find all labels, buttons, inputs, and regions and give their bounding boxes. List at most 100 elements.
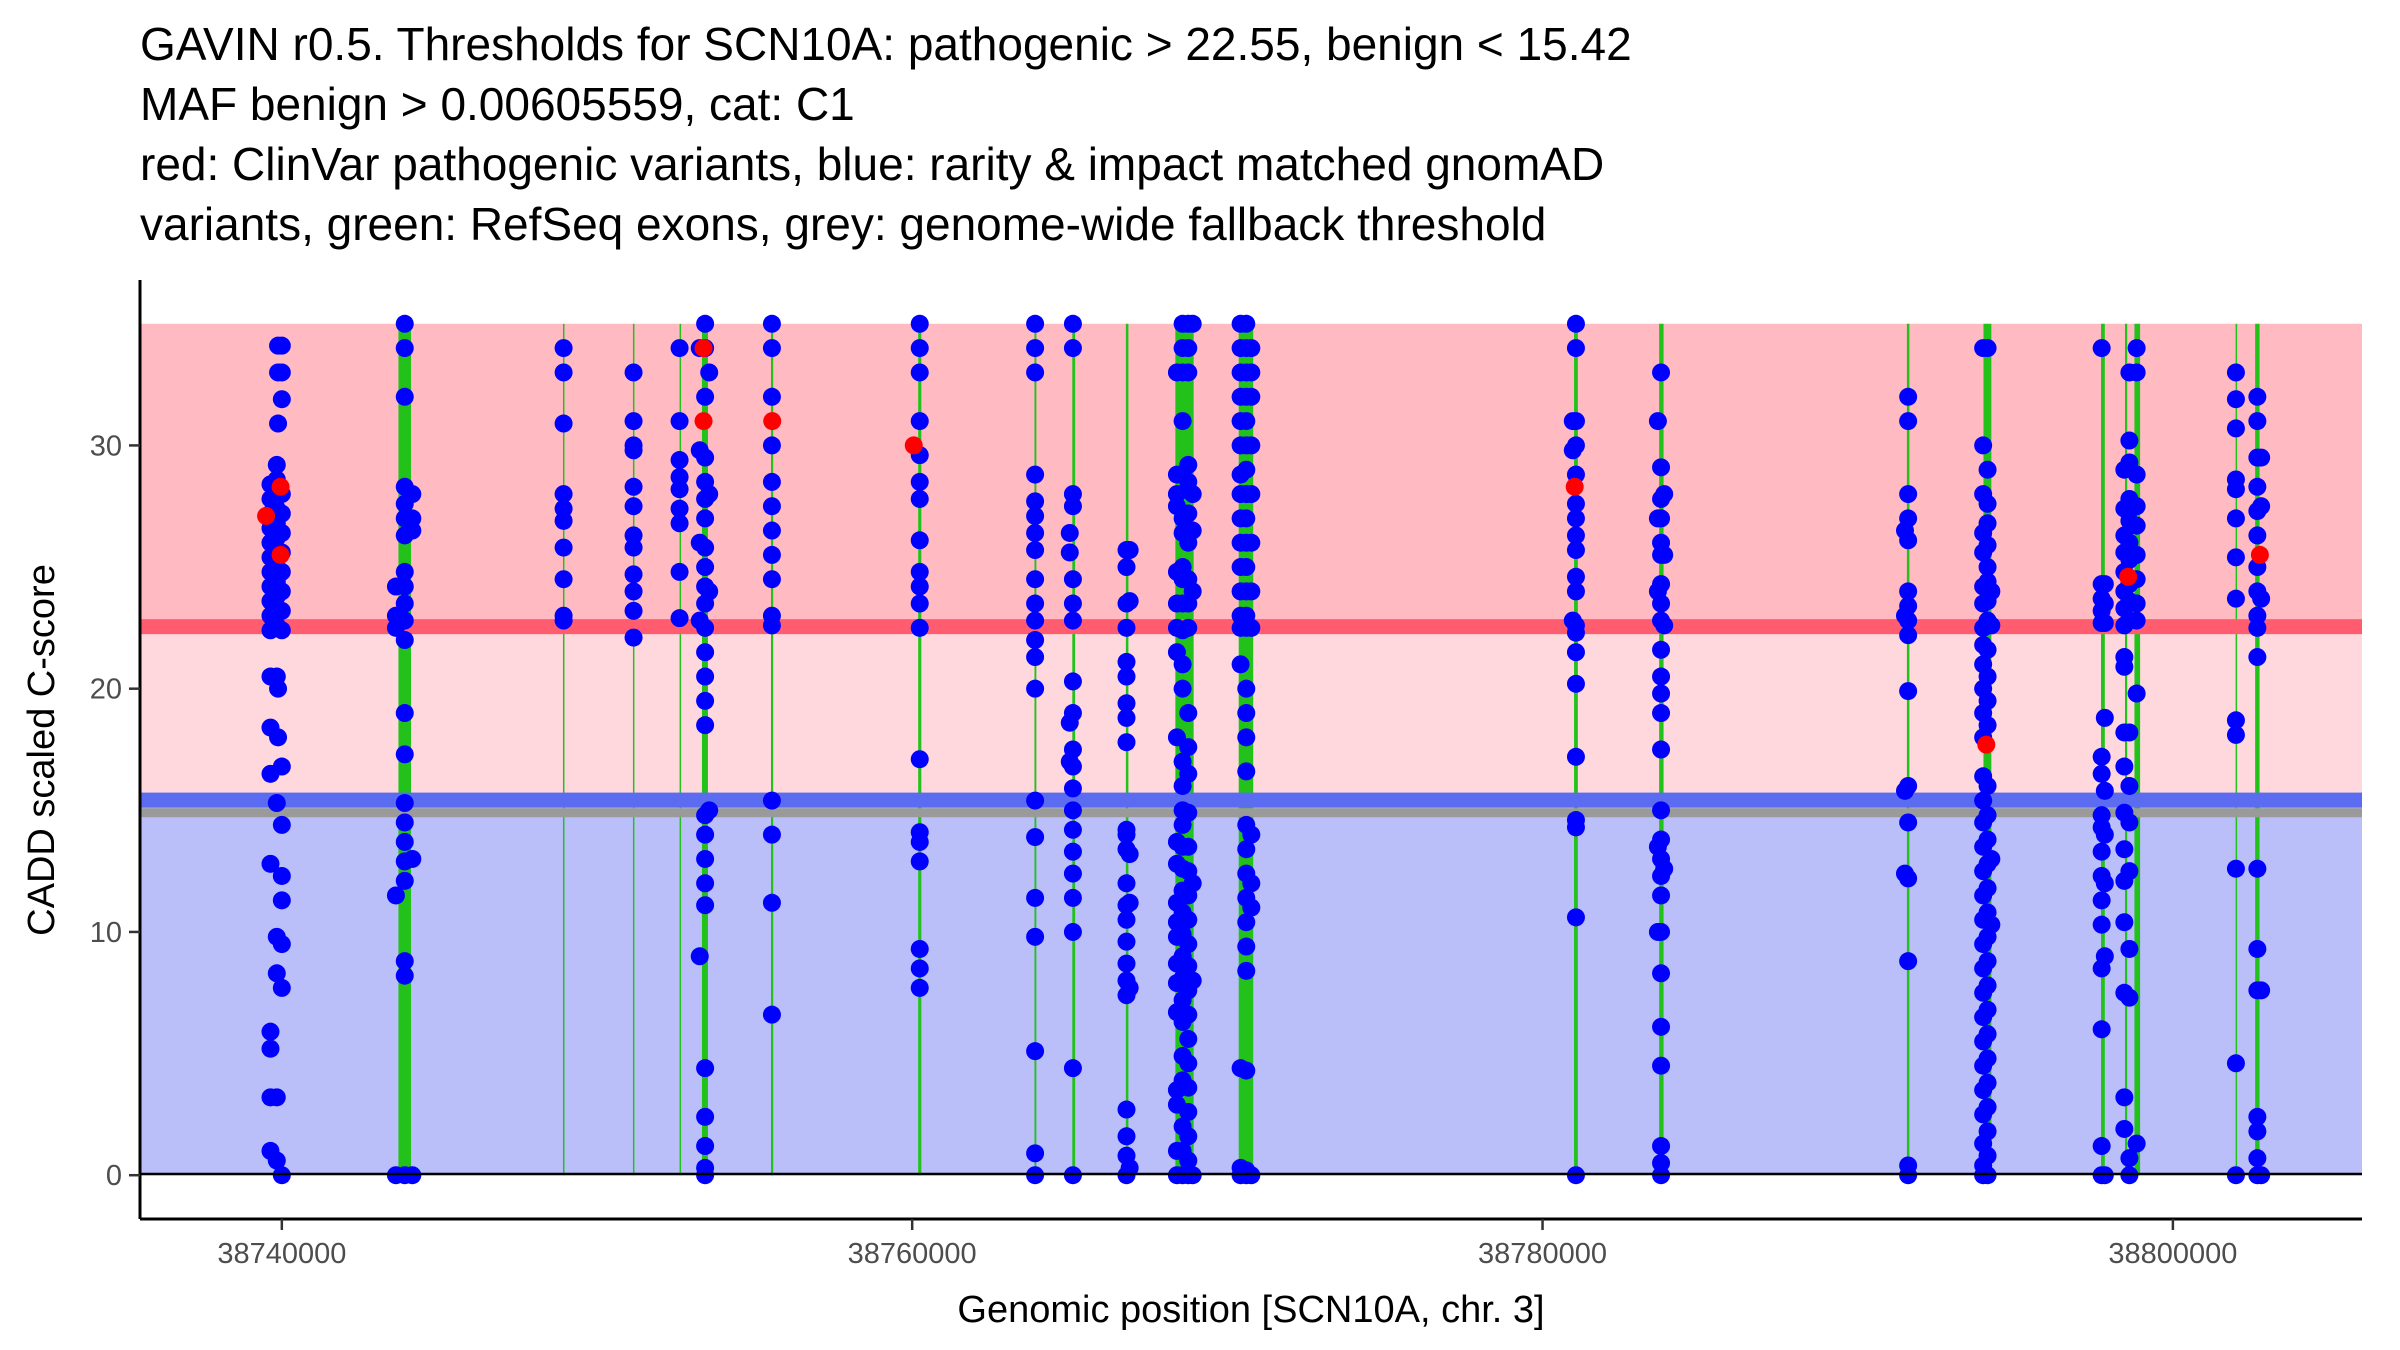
exon-line — [632, 323, 635, 1176]
gnomad-point — [1026, 465, 1045, 484]
gnomad-point — [1978, 1098, 1997, 1117]
gnomad-point — [1978, 1000, 1997, 1019]
gnomad-point — [910, 412, 929, 431]
gnomad-point — [624, 497, 643, 516]
gnomad-point — [2248, 1149, 2267, 1168]
gnomad-point — [762, 616, 781, 635]
gnomad-point — [1978, 952, 1997, 971]
gnomad-point — [1179, 1078, 1198, 1097]
gnomad-point — [1242, 582, 1261, 601]
gnomad-point — [2248, 1107, 2267, 1126]
gnomad-point — [1237, 728, 1256, 747]
gnomad-point — [1237, 961, 1256, 980]
gnomad-point — [1242, 618, 1261, 637]
gnomad-point — [1117, 694, 1136, 713]
gnomad-point — [2092, 1137, 2111, 1156]
gnomad-point — [272, 978, 291, 997]
gnomad-point — [696, 691, 715, 710]
gnomad-point — [910, 978, 929, 997]
gnomad-point — [624, 628, 643, 647]
gnomad-point — [1063, 779, 1082, 798]
gnomad-point — [1652, 458, 1671, 477]
gnomad-point — [1895, 864, 1914, 883]
gnomad-point — [1566, 526, 1585, 545]
gnomad-point — [624, 565, 643, 584]
gnomad-point — [1566, 643, 1585, 662]
gnomad-point — [395, 562, 414, 581]
gnomad-point — [1982, 582, 2001, 601]
gnomad-point — [1063, 570, 1082, 589]
gnomad-point — [1237, 1061, 1256, 1080]
gnomad-point — [910, 577, 929, 596]
gnomad-point — [395, 387, 414, 406]
gnomad-point — [1978, 1146, 1997, 1165]
gnomad-point — [1978, 1073, 1997, 1092]
gnomad-point — [2127, 545, 2146, 564]
gnomad-point — [1026, 363, 1045, 382]
gnomad-point — [696, 825, 715, 844]
gnomad-point — [2120, 431, 2139, 450]
gnomad-point — [2127, 1134, 2146, 1153]
gnomad-point — [1566, 494, 1585, 513]
gnomad-point — [1978, 1025, 1997, 1044]
gnomad-point — [1237, 509, 1256, 528]
gnomad-point — [2095, 874, 2114, 893]
gnomad-point — [1242, 436, 1261, 455]
gnomad-point — [762, 545, 781, 564]
gnomad-point — [2226, 859, 2245, 878]
gnomad-point — [670, 412, 689, 431]
gnomad-point — [1237, 840, 1256, 859]
gnomad-point — [395, 966, 414, 985]
gnomad-point — [272, 504, 291, 523]
gnomad-point — [762, 1005, 781, 1024]
gnomad-point — [2226, 548, 2245, 567]
gnomad-point — [272, 815, 291, 834]
gnomad-point — [696, 558, 715, 577]
gnomad-point — [1179, 339, 1198, 358]
gnomad-point — [2248, 859, 2267, 878]
gnomad-point — [670, 339, 689, 358]
gnomad-point — [1026, 679, 1045, 698]
gnomad-point — [1978, 691, 1997, 710]
title-line-1: GAVIN r0.5. Thresholds for SCN10A: patho… — [140, 18, 1632, 70]
gnomad-point — [2115, 840, 2134, 859]
gnomad-point — [1978, 830, 1997, 849]
gnomad-point — [696, 667, 715, 686]
gnomad-point — [1117, 667, 1136, 686]
gnomad-point — [762, 893, 781, 912]
gnomad-point — [1566, 314, 1585, 333]
gnomad-point — [1566, 674, 1585, 693]
gnomad-point — [554, 485, 573, 504]
gnomad-point — [269, 679, 288, 698]
gnomad-point — [1895, 606, 1914, 625]
gnomad-point — [2120, 862, 2139, 881]
gnomad-point — [272, 935, 291, 954]
y-tick-label: 30 — [90, 430, 122, 462]
gnomad-point — [395, 871, 414, 890]
gnomad-point — [1242, 339, 1261, 358]
gnomad-point — [910, 314, 929, 333]
gnomad-point — [272, 523, 291, 542]
gnomad-point — [1060, 543, 1079, 562]
gnomad-point — [2092, 891, 2111, 910]
gnomad-point — [1237, 937, 1256, 956]
gnomad-point — [1179, 738, 1198, 757]
gnomad-point — [554, 538, 573, 557]
gnomad-point — [1063, 842, 1082, 861]
gnomad-point — [272, 621, 291, 640]
gnomad-point — [2095, 594, 2114, 613]
gnomad-point — [2226, 480, 2245, 499]
gnomad-point — [910, 750, 929, 769]
gnomad-point — [1183, 874, 1202, 893]
gnomad-point — [1652, 363, 1671, 382]
gnomad-point — [1242, 533, 1261, 552]
gnomad-point — [1026, 570, 1045, 589]
gnomad-point — [2095, 825, 2114, 844]
gnomad-point — [2092, 764, 2111, 783]
gnomad-point — [910, 594, 929, 613]
gnomad-point — [2248, 648, 2267, 667]
gnomad-point — [1060, 752, 1079, 771]
clinvar-point — [1565, 477, 1584, 496]
gnomad-point — [1899, 682, 1918, 701]
gnomad-point — [386, 618, 405, 637]
